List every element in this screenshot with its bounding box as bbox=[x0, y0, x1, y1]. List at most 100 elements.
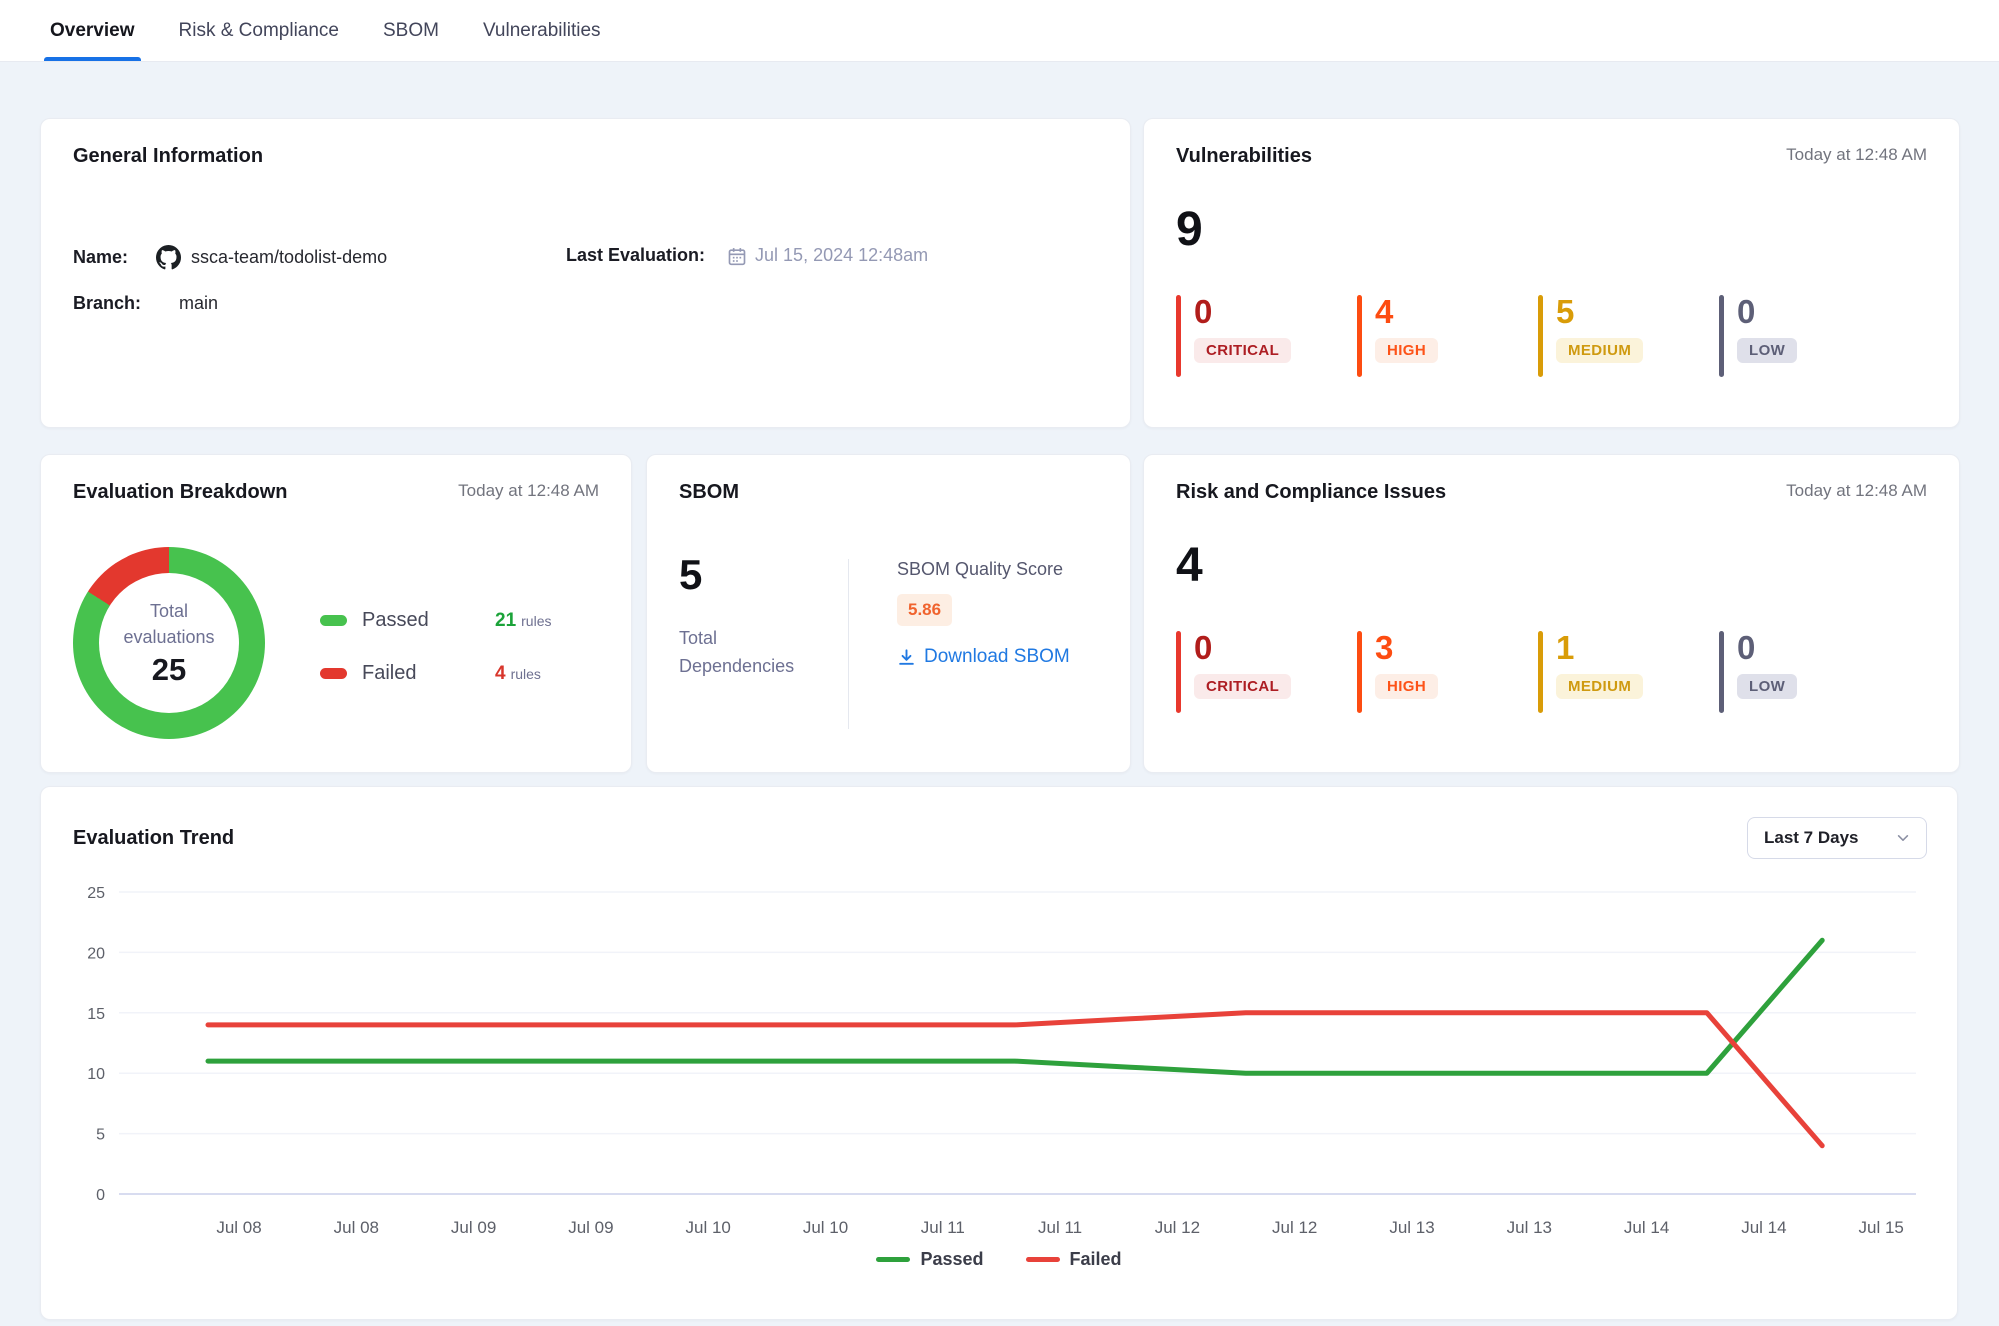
svg-text:Jul 11: Jul 11 bbox=[921, 1218, 965, 1237]
trend-legend: Passed Failed bbox=[41, 1249, 1957, 1270]
tab-vulnerabilities[interactable]: Vulnerabilities bbox=[483, 0, 601, 61]
tab-risk-compliance[interactable]: Risk & Compliance bbox=[179, 0, 340, 61]
svg-text:Jul 14: Jul 14 bbox=[1624, 1218, 1669, 1237]
passed-pill-icon bbox=[320, 615, 347, 626]
vulnerabilities-title: Vulnerabilities bbox=[1176, 145, 1312, 168]
svg-text:Jul 10: Jul 10 bbox=[803, 1218, 848, 1237]
svg-text:Jul 09: Jul 09 bbox=[451, 1218, 496, 1237]
evaluation-trend-card: 0 5 10 15 20 25 Jul 08 Jul 08 Jul 09 Jul 09 Jul 10… bbox=[40, 786, 1958, 1320]
svg-text:Jul 10: Jul 10 bbox=[686, 1218, 731, 1237]
svg-text:Jul 12: Jul 12 bbox=[1272, 1218, 1317, 1237]
vulnerabilities-total: 9 bbox=[1176, 202, 1927, 257]
trend-legend-passed: Passed bbox=[876, 1249, 983, 1270]
svg-text:Jul 08: Jul 08 bbox=[334, 1218, 379, 1237]
svg-text:Jul 14: Jul 14 bbox=[1741, 1218, 1786, 1237]
time-range-value: Last 7 Days bbox=[1764, 828, 1859, 848]
trend-legend-failed: Failed bbox=[1026, 1249, 1122, 1270]
vulnerabilities-severity-row: 0 CRITICAL 4 HIGH 5 MEDIUM 0 LOW bbox=[1176, 295, 1927, 377]
svg-text:5: 5 bbox=[96, 1127, 105, 1144]
low-count: 0 bbox=[1737, 631, 1755, 666]
vulnerabilities-timestamp: Today at 12:48 AM bbox=[1786, 145, 1927, 165]
sbom-card: SBOM 5 Total Dependencies SBOM Quality S… bbox=[646, 454, 1131, 773]
svg-text:Jul 11: Jul 11 bbox=[1038, 1218, 1082, 1237]
svg-text:Jul 13: Jul 13 bbox=[1389, 1218, 1434, 1237]
github-icon bbox=[156, 245, 181, 270]
critical-badge: CRITICAL bbox=[1194, 338, 1291, 363]
high-count: 4 bbox=[1375, 295, 1393, 330]
low-badge: LOW bbox=[1737, 338, 1797, 363]
risk-compliance-total: 4 bbox=[1176, 538, 1927, 593]
time-range-dropdown[interactable]: Last 7 Days bbox=[1747, 817, 1927, 859]
medium-badge: MEDIUM bbox=[1556, 338, 1643, 363]
donut-center-label: Total evaluations bbox=[123, 598, 214, 650]
high-badge: HIGH bbox=[1375, 338, 1438, 363]
sbom-quality-score-label: SBOM Quality Score bbox=[897, 559, 1070, 580]
svg-text:0: 0 bbox=[96, 1187, 105, 1204]
evaluation-legend: Passed 21 rules Failed 4 rules bbox=[320, 609, 599, 739]
branch-value: main bbox=[179, 293, 218, 314]
last-evaluation-label: Last Evaluation: bbox=[566, 245, 705, 266]
critical-badge: CRITICAL bbox=[1194, 674, 1291, 699]
passed-unit: rules bbox=[521, 613, 551, 629]
general-information-title: General Information bbox=[73, 145, 263, 168]
svg-text:10: 10 bbox=[87, 1066, 105, 1083]
risk-severity-row: 0 CRITICAL 3 HIGH 1 MEDIUM 0 LOW bbox=[1176, 631, 1927, 713]
low-count: 0 bbox=[1737, 295, 1755, 330]
tab-bar: Overview Risk & Compliance SBOM Vulnerab… bbox=[0, 0, 1999, 62]
evaluation-donut-chart: Total evaluations 25 bbox=[73, 547, 265, 739]
legend-row-passed: Passed 21 rules bbox=[320, 609, 599, 632]
divider bbox=[848, 559, 849, 729]
severity-medium: 5 MEDIUM bbox=[1538, 295, 1719, 377]
vulnerabilities-card: Vulnerabilities Today at 12:48 AM 9 0 CR… bbox=[1143, 118, 1960, 428]
svg-text:Jul 09: Jul 09 bbox=[568, 1218, 613, 1237]
svg-text:20: 20 bbox=[87, 945, 105, 962]
chevron-down-icon bbox=[1896, 831, 1910, 845]
tab-sbom[interactable]: SBOM bbox=[383, 0, 439, 61]
donut-center-value: 25 bbox=[152, 652, 186, 688]
download-sbom-link[interactable]: Download SBOM bbox=[897, 646, 1070, 668]
risk-compliance-timestamp: Today at 12:48 AM bbox=[1786, 481, 1927, 501]
calendar-icon bbox=[727, 246, 747, 266]
passed-count: 21 bbox=[495, 610, 516, 632]
svg-text:Jul 13: Jul 13 bbox=[1507, 1218, 1552, 1237]
legend-row-failed: Failed 4 rules bbox=[320, 662, 599, 685]
passed-label: Passed bbox=[362, 609, 477, 632]
risk-compliance-title: Risk and Compliance Issues bbox=[1176, 481, 1446, 504]
tab-overview[interactable]: Overview bbox=[50, 0, 135, 61]
severity-low: 0 LOW bbox=[1719, 631, 1900, 713]
failed-pill-icon bbox=[320, 668, 347, 679]
svg-text:Jul 12: Jul 12 bbox=[1155, 1218, 1200, 1237]
evaluation-breakdown-timestamp: Today at 12:48 AM bbox=[458, 481, 599, 501]
severity-critical: 0 CRITICAL bbox=[1176, 631, 1357, 713]
passed-line-icon bbox=[876, 1257, 910, 1262]
medium-badge: MEDIUM bbox=[1556, 674, 1643, 699]
severity-high: 4 HIGH bbox=[1357, 295, 1538, 377]
risk-compliance-card: Risk and Compliance Issues Today at 12:4… bbox=[1143, 454, 1960, 773]
evaluation-breakdown-title: Evaluation Breakdown bbox=[73, 481, 288, 504]
high-badge: HIGH bbox=[1375, 674, 1438, 699]
evaluation-trend-title: Evaluation Trend bbox=[73, 827, 234, 850]
severity-critical: 0 CRITICAL bbox=[1176, 295, 1357, 377]
failed-unit: rules bbox=[511, 666, 541, 682]
critical-count: 0 bbox=[1194, 295, 1212, 330]
sbom-quality-score-value: 5.86 bbox=[897, 594, 952, 626]
sbom-title: SBOM bbox=[679, 481, 739, 504]
failed-count: 4 bbox=[495, 663, 506, 685]
general-information-card: General Information Name: ssca-team/todo… bbox=[40, 118, 1131, 428]
last-evaluation-value: Jul 15, 2024 12:48am bbox=[755, 245, 928, 266]
svg-text:Jul 08: Jul 08 bbox=[216, 1218, 261, 1237]
failed-line-icon bbox=[1026, 1257, 1060, 1262]
svg-text:15: 15 bbox=[87, 1006, 105, 1023]
severity-medium: 1 MEDIUM bbox=[1538, 631, 1719, 713]
download-icon bbox=[897, 648, 916, 667]
severity-low: 0 LOW bbox=[1719, 295, 1900, 377]
evaluation-breakdown-card: Evaluation Breakdown Today at 12:48 AM T… bbox=[40, 454, 632, 773]
critical-count: 0 bbox=[1194, 631, 1212, 666]
severity-high: 3 HIGH bbox=[1357, 631, 1538, 713]
low-badge: LOW bbox=[1737, 674, 1797, 699]
svg-text:25: 25 bbox=[87, 885, 105, 902]
failed-label: Failed bbox=[362, 662, 477, 685]
medium-count: 5 bbox=[1556, 295, 1574, 330]
evaluation-trend-chart: 0 5 10 15 20 25 Jul 08 Jul 08 Jul 09 Jul 09 Jul 10… bbox=[41, 787, 1959, 1321]
repo-name-value: ssca-team/todolist-demo bbox=[191, 247, 387, 268]
